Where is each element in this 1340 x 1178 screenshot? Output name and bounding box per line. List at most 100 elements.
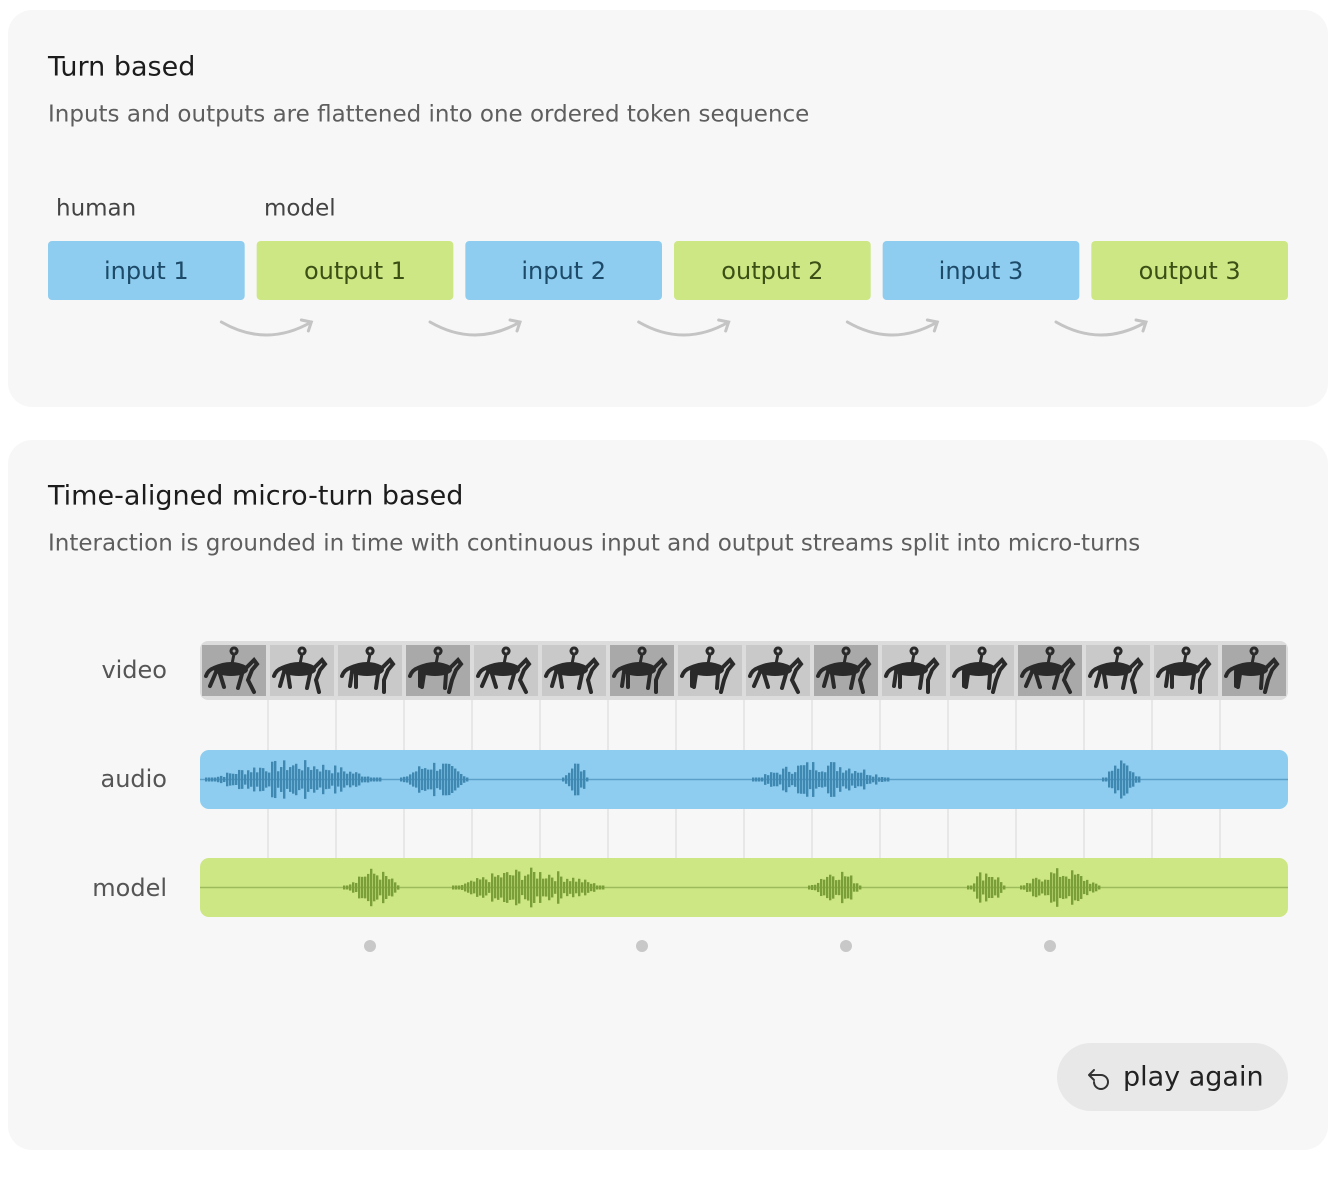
wave-bar xyxy=(583,770,586,789)
wave-bar xyxy=(829,874,832,901)
wave-bar xyxy=(466,777,469,782)
rider xyxy=(977,646,987,665)
wave-bar xyxy=(461,885,464,890)
wave-bar xyxy=(851,773,854,786)
rider xyxy=(1045,646,1055,665)
wave-bar xyxy=(976,876,979,899)
wave-bar xyxy=(355,882,358,893)
wave-bar xyxy=(515,869,518,906)
audio-waveform xyxy=(205,760,1141,799)
wave-bar xyxy=(545,878,548,897)
wave-bar xyxy=(845,770,848,789)
wave-bar xyxy=(835,880,838,895)
wave-bar xyxy=(521,879,524,896)
wave-bar xyxy=(304,760,307,799)
model-waveform xyxy=(343,867,1101,908)
wave-bar xyxy=(548,874,551,901)
wave-bar xyxy=(358,876,361,899)
button-bg[interactable] xyxy=(1057,1043,1288,1111)
wave-bar xyxy=(229,773,232,786)
wave-bar xyxy=(878,777,881,782)
wave-bar xyxy=(551,877,554,898)
wave-bar xyxy=(863,769,866,790)
wave-bar xyxy=(803,765,806,794)
wave-bar xyxy=(586,777,589,782)
rider xyxy=(841,646,851,665)
wave-bar xyxy=(289,767,292,792)
wave-bar xyxy=(884,777,887,782)
horse-body xyxy=(554,664,588,676)
wave-bar xyxy=(994,879,997,896)
wave-bar xyxy=(349,884,352,891)
wave-bar xyxy=(887,777,890,782)
wave-bar xyxy=(839,767,842,792)
wave-bar xyxy=(820,878,823,897)
wave-bar xyxy=(587,882,590,893)
wave-bar xyxy=(565,775,568,784)
wave-bar xyxy=(476,878,479,897)
wave-bar xyxy=(298,768,301,791)
wave-bar xyxy=(415,771,418,788)
wave-bar xyxy=(794,772,797,787)
wave-bar xyxy=(809,769,812,790)
wave-bar xyxy=(881,777,884,782)
wave-bar xyxy=(244,774,247,785)
wave-bar xyxy=(569,881,572,894)
wave-bar xyxy=(773,772,776,787)
wave-bar xyxy=(452,885,455,890)
wave-bar xyxy=(1102,777,1105,782)
wave-bar xyxy=(581,882,584,893)
wave-bar xyxy=(436,770,439,789)
wave-bar xyxy=(301,770,304,789)
wave-bar xyxy=(1114,765,1117,794)
wave-bar xyxy=(503,872,506,903)
wave-bar xyxy=(563,881,566,894)
replay-icon[interactable] xyxy=(1088,1069,1109,1090)
wave-bar xyxy=(599,885,602,890)
wave-bar xyxy=(385,876,388,899)
wave-bar xyxy=(274,760,277,799)
wave-bar xyxy=(847,876,850,899)
wave-bar xyxy=(1117,768,1120,791)
wave-bar xyxy=(346,885,349,890)
rider xyxy=(297,646,307,665)
wave-bar xyxy=(1065,876,1068,899)
button-label[interactable]: play again xyxy=(1123,1062,1264,1093)
wave-bar xyxy=(214,777,217,782)
wave-bar xyxy=(1120,760,1123,799)
wave-bar xyxy=(857,772,860,787)
horse-body xyxy=(282,664,316,676)
wave-bar xyxy=(554,881,557,894)
wave-bar xyxy=(421,768,424,791)
wave-bar xyxy=(824,772,827,787)
wave-bar xyxy=(575,881,578,894)
wave-bar xyxy=(319,771,322,788)
wave-bar xyxy=(1126,765,1129,794)
wave-bar xyxy=(562,777,565,782)
wave-bar xyxy=(1071,870,1074,905)
turn-dot xyxy=(840,940,852,952)
wave-bar xyxy=(811,885,814,890)
wave-bar xyxy=(250,772,253,787)
wave-bar xyxy=(800,765,803,794)
wave-bar xyxy=(217,776,220,783)
wave-bar xyxy=(1068,878,1071,897)
section-subtitle: Inputs and outputs are flattened into on… xyxy=(48,102,809,128)
wave-bar xyxy=(328,770,331,789)
wave-bar xyxy=(1092,882,1095,893)
wave-bar xyxy=(779,774,782,785)
wave-bar xyxy=(488,882,491,893)
horse-body xyxy=(826,664,860,676)
wave-bar xyxy=(352,882,355,893)
token-box xyxy=(882,241,1080,300)
wave-bar xyxy=(364,876,367,899)
wave-bar xyxy=(397,885,400,890)
wave-bar xyxy=(967,885,970,890)
wave-bar xyxy=(823,879,826,896)
wave-bar xyxy=(292,765,295,794)
wave-bar xyxy=(424,768,427,791)
wave-bar xyxy=(379,879,382,896)
wave-bar xyxy=(458,885,461,890)
turn-dot xyxy=(636,940,648,952)
play-again-button[interactable]: play again xyxy=(1057,1043,1288,1111)
